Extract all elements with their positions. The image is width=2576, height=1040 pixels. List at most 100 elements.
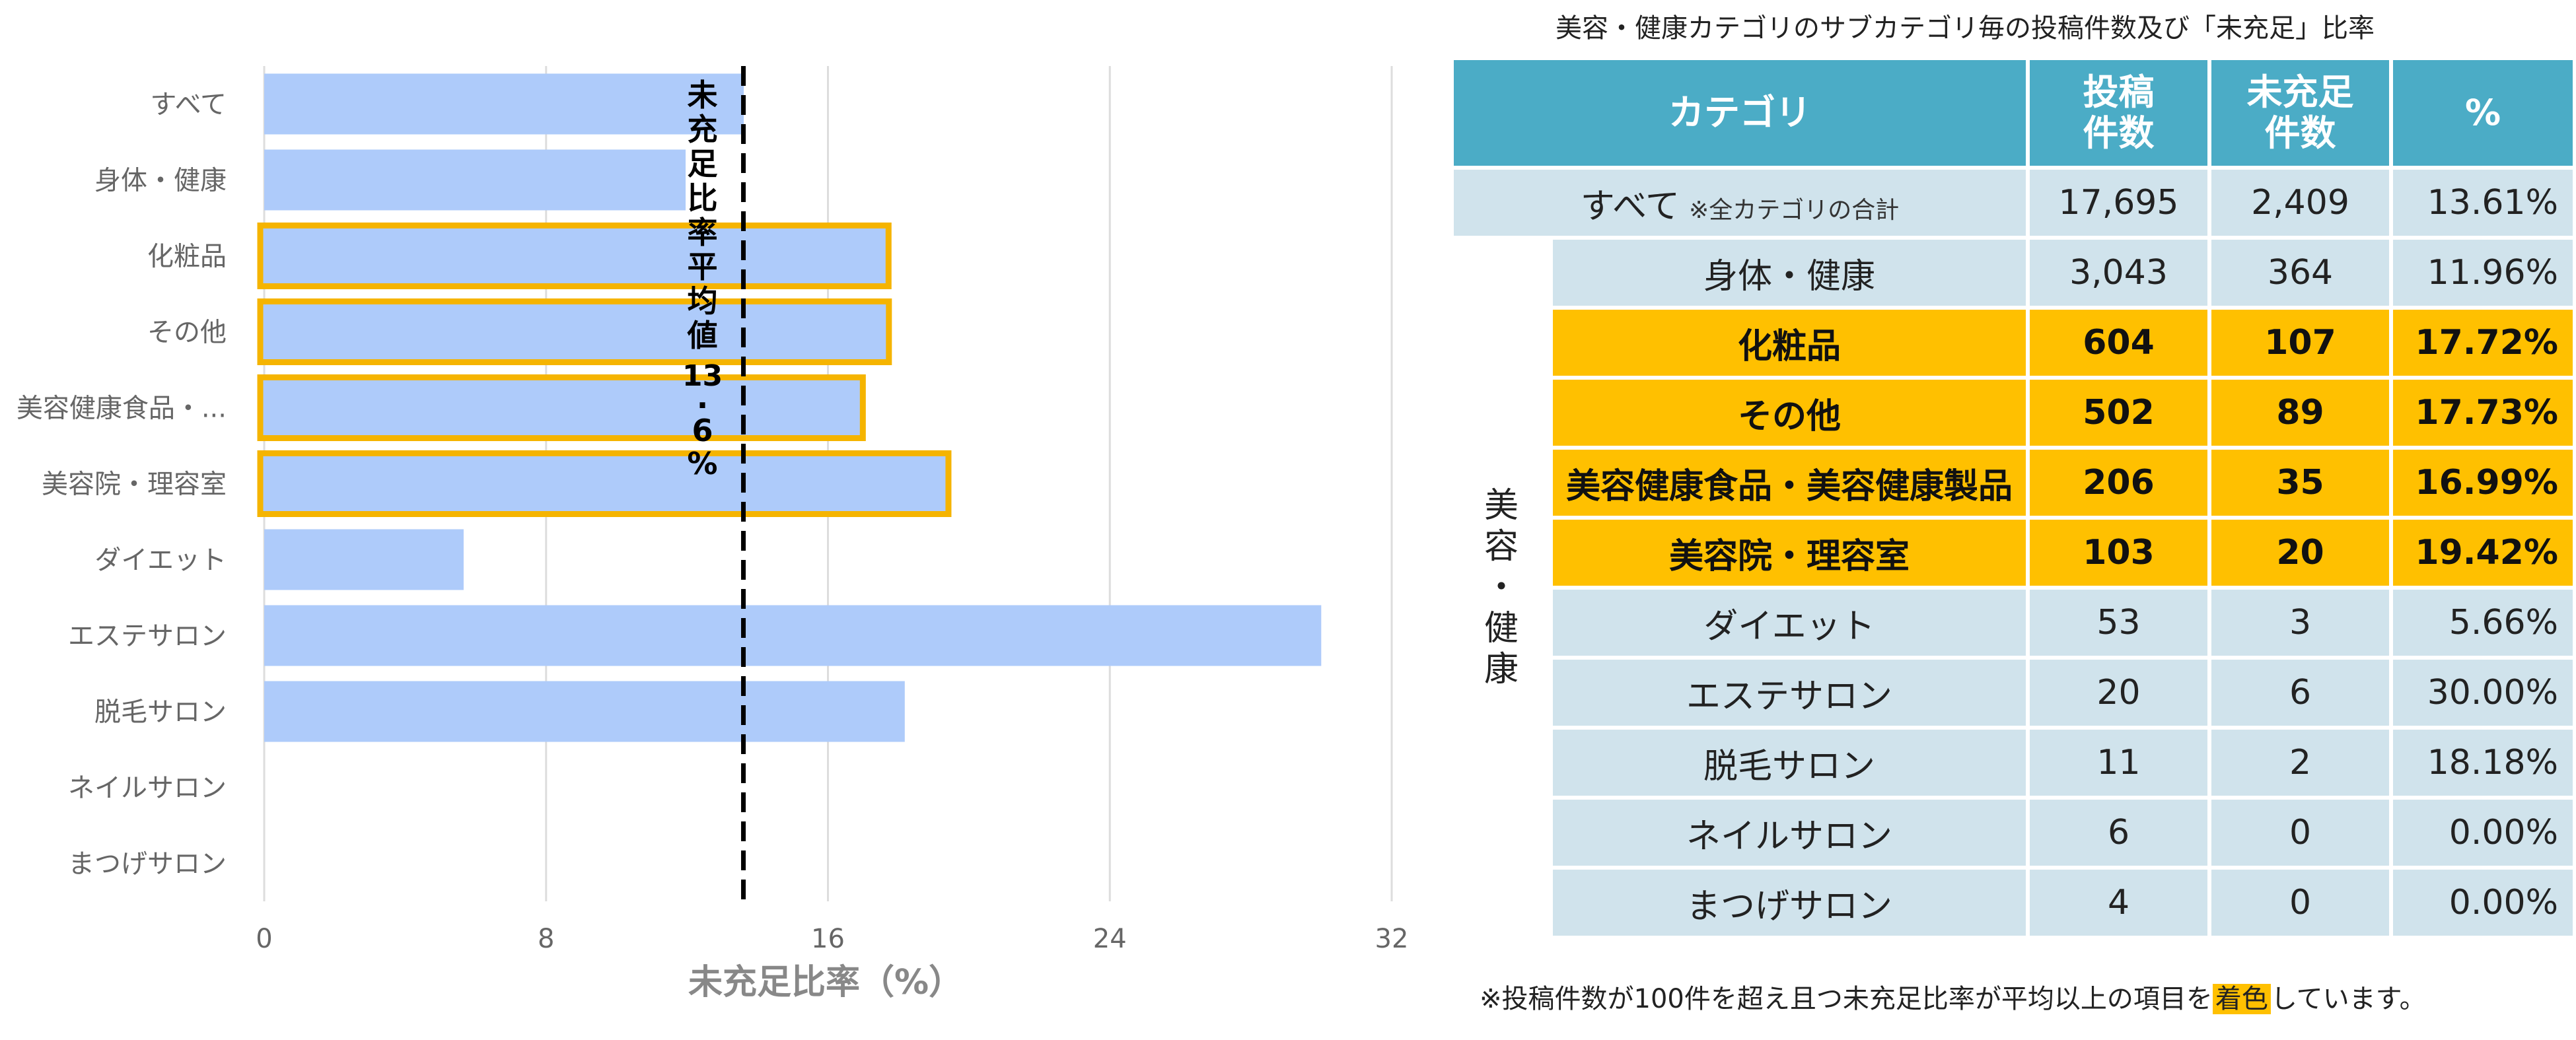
table-row: 化粧品 604 107 17.72%	[1452, 306, 2576, 380]
row-label: エステサロン	[1549, 656, 2030, 730]
table-row: 美容健康食品・美容健康製品 206 35 16.99%	[1452, 446, 2576, 520]
x-axis-title: 未充足比率（%）	[688, 963, 963, 1002]
row-pct: 0.00%	[2389, 796, 2576, 870]
footnote-text-2: しています。	[2270, 984, 2426, 1014]
row-pct: 17.73%	[2389, 376, 2576, 450]
row-unfulfilled: 35	[2207, 446, 2393, 520]
row-posts: 4	[2026, 866, 2211, 940]
footnote-highlight: 着色	[2212, 984, 2271, 1014]
row-unfulfilled: 2	[2207, 726, 2393, 800]
table-row: 美容院・理容室 103 20 19.42%	[1452, 516, 2576, 590]
bars	[257, 73, 1322, 742]
row-posts: 11	[2026, 726, 2211, 800]
data-table: カテゴリ 投稿 件数 未充足 件数 % すべて ※全カテゴリの合計 17,695 …	[1450, 56, 2576, 940]
bar	[264, 605, 1322, 666]
row-label: ネイルサロン	[1549, 796, 2030, 870]
row-posts: 604	[2026, 306, 2211, 380]
row-unfulfilled: 89	[2207, 376, 2393, 450]
row-label: 身体・健康	[1549, 236, 2030, 310]
average-label-char: .	[697, 380, 708, 415]
average-label-char: 値	[686, 318, 717, 353]
row-pct: 17.72%	[2389, 306, 2576, 380]
category-label: 脱毛サロン	[94, 697, 227, 728]
average-label-char: 充	[687, 112, 717, 147]
category-label: 美容健康食品・...	[17, 394, 227, 424]
x-tick-labels: 0 8 16 24 32	[256, 924, 1408, 954]
bar	[264, 73, 744, 135]
row-label: 美容健康食品・美容健康製品	[1549, 446, 2030, 520]
average-label-char: %	[687, 446, 717, 481]
header-category: カテゴリ	[1450, 56, 2030, 170]
table-row: まつげサロン 4 0 0.00%	[1452, 866, 2576, 940]
row-pct: 0.00%	[2389, 866, 2576, 940]
row-posts: 206	[2026, 446, 2211, 520]
row-pct: 16.99%	[2389, 446, 2576, 520]
row-unfulfilled: 107	[2207, 306, 2393, 380]
table-row: 脱毛サロン 11 2 18.18%	[1452, 726, 2576, 800]
all-row-posts: 17,695	[2026, 166, 2211, 240]
row-posts: 53	[2026, 586, 2211, 660]
table-row: その他 502 89 17.73%	[1452, 376, 2576, 450]
average-label-char: 足	[687, 146, 717, 182]
category-label: 身体・健康	[94, 166, 227, 196]
category-label: まつげサロン	[68, 849, 227, 880]
group-label-char: 康	[1484, 650, 1519, 689]
bar	[264, 681, 905, 742]
row-label: その他	[1549, 376, 2030, 450]
header-unfulfilled: 未充足 件数	[2207, 56, 2393, 170]
average-label-char: 率	[687, 215, 717, 250]
row-pct: 19.42%	[2389, 516, 2576, 590]
bar-highlighted	[257, 298, 892, 365]
table-row: ダイエット 53 3 5.66%	[1452, 586, 2576, 660]
table-caption: 美容・健康カテゴリのサブカテゴリ毎の投稿件数及び「未充足」比率	[1556, 13, 2375, 44]
header-pct: %	[2389, 56, 2576, 170]
row-posts: 103	[2026, 516, 2211, 590]
category-label: ダイエット	[94, 545, 227, 576]
table-header-row: カテゴリ 投稿 件数 未充足 件数 %	[1450, 56, 2576, 170]
table-row: 美容・健康身体・健康 3,043 364 11.96%	[1450, 236, 2576, 940]
average-label-char: 均	[687, 283, 717, 319]
average-label-char: 平	[687, 249, 717, 285]
bar	[264, 149, 686, 211]
row-posts: 502	[2026, 376, 2211, 450]
group-label-char: 健	[1484, 609, 1519, 648]
header-unfulfilled-line1: 未充足	[2246, 71, 2354, 113]
x-tick-label: 24	[1093, 924, 1127, 954]
table-row-all: すべて ※全カテゴリの合計 17,695 2,409 13.61%	[1450, 166, 2576, 240]
all-row-label-text: すべて	[1580, 186, 1680, 226]
group-label-char: 美	[1484, 486, 1519, 526]
category-label: その他	[147, 318, 227, 348]
all-row-note: ※全カテゴリの合計	[1689, 196, 1900, 224]
all-row-unfulfilled: 2,409	[2207, 166, 2393, 240]
category-label: 化粧品	[147, 242, 227, 272]
category-label: エステサロン	[68, 621, 227, 652]
group-label: 美容・健康	[1450, 236, 1553, 940]
row-posts: 20	[2026, 656, 2211, 730]
header-posts: 投稿 件数	[2026, 56, 2211, 170]
row-posts: 3,043	[2026, 236, 2211, 310]
average-label-char: 比	[687, 180, 717, 216]
all-row-pct: 13.61%	[2389, 166, 2576, 240]
row-label: 脱毛サロン	[1549, 726, 2030, 800]
header-unfulfilled-line2: 件数	[2264, 112, 2336, 154]
table-row: ネイルサロン 6 0 0.00%	[1452, 796, 2576, 870]
category-label: 美容院・理容室	[42, 469, 227, 500]
row-label: ダイエット	[1549, 586, 2030, 660]
category-label: すべて	[150, 90, 227, 120]
all-row-label: すべて ※全カテゴリの合計	[1450, 166, 2030, 240]
bar-highlighted	[257, 450, 952, 517]
x-tick-label: 32	[1375, 924, 1409, 954]
row-unfulfilled: 364	[2207, 236, 2393, 310]
bar-highlighted	[257, 374, 866, 441]
footnote: ※投稿件数が100件を超え且つ未充足比率が平均以上の項目を 着色 しています。	[1480, 977, 2426, 1016]
x-tick-label: 8	[538, 924, 554, 954]
x-tick-label: 0	[256, 924, 272, 954]
average-label-char: 未	[687, 77, 717, 113]
bar	[264, 529, 464, 590]
group-label-char: 容	[1484, 527, 1519, 567]
row-unfulfilled: 6	[2207, 656, 2393, 730]
row-label: 美容院・理容室	[1549, 516, 2030, 590]
row-posts: 6	[2026, 796, 2211, 870]
